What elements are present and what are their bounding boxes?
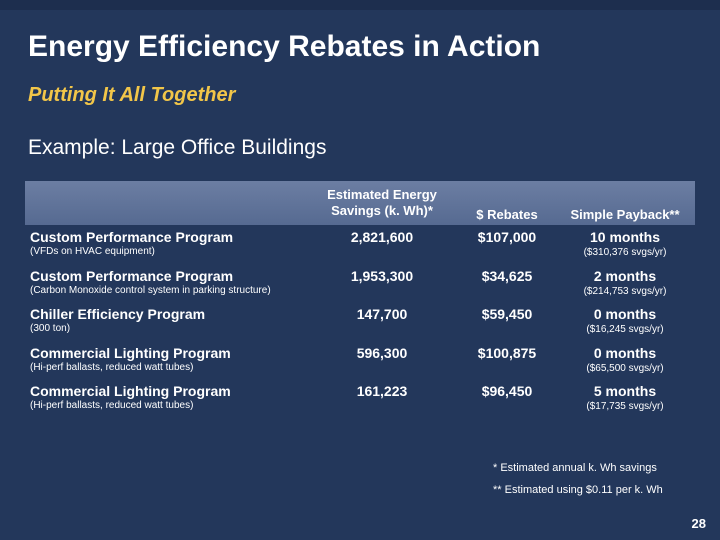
- table-header: Estimated Energy Savings (k. Wh)* $ Reba…: [25, 181, 695, 225]
- annual-savings: ($214,753 svgs/yr): [583, 285, 667, 297]
- header-savings: Estimated Energy Savings (k. Wh)*: [327, 187, 437, 218]
- table-row: Chiller Efficiency Program (300 ton) 147…: [25, 302, 695, 341]
- slide-title: Energy Efficiency Rebates in Action: [28, 30, 541, 63]
- program-name: Custom Performance Program: [30, 229, 234, 245]
- rebates-value: $100,875: [477, 344, 537, 361]
- rebates-value: $59,450: [481, 306, 533, 322]
- savings-value: 161,223: [356, 383, 408, 399]
- header-rebates: $ Rebates: [476, 207, 538, 222]
- rebates-table: Estimated Energy Savings (k. Wh)* $ Reba…: [25, 181, 695, 418]
- footnote-kwh: * Estimated annual k. Wh savings: [493, 462, 657, 474]
- annual-savings: ($65,500 svgs/yr): [586, 362, 664, 374]
- program-detail: (VFDs on HVAC equipment): [30, 246, 155, 257]
- savings-value: 596,300: [356, 344, 408, 361]
- program-detail: (Hi-perf ballasts, reduced watt tubes): [30, 361, 194, 373]
- program-name: Custom Performance Program: [30, 267, 234, 284]
- program-name: Chiller Efficiency Program: [30, 306, 206, 322]
- savings-value: 2,821,600: [350, 229, 414, 245]
- header-payback: Simple Payback**: [570, 207, 680, 222]
- rebates-value: $107,000: [477, 229, 537, 245]
- table-row: Commercial Lighting Program (Hi-perf bal…: [25, 379, 695, 418]
- page-number: 28: [691, 516, 706, 531]
- program-detail: (Carbon Monoxide control system in parki…: [30, 284, 271, 296]
- table-row: Custom Performance Program (VFDs on HVAC…: [25, 225, 695, 264]
- payback-value: 10 months: [589, 229, 660, 245]
- table-row: Commercial Lighting Program (Hi-perf bal…: [25, 341, 695, 380]
- savings-value: 1,953,300: [350, 267, 414, 284]
- payback-value: 0 months: [593, 344, 657, 361]
- payback-value: 5 months: [593, 383, 657, 399]
- slide-subtitle: Putting It All Together: [28, 84, 236, 106]
- rebates-value: $34,625: [481, 267, 533, 284]
- example-heading: Example: Large Office Buildings: [28, 136, 327, 159]
- program-name: Commercial Lighting Program: [30, 383, 231, 399]
- top-bar: [0, 0, 720, 10]
- annual-savings: ($17,735 svgs/yr): [586, 401, 664, 412]
- annual-savings: ($310,376 svgs/yr): [583, 247, 667, 258]
- program-detail: (300 ton): [30, 323, 71, 334]
- savings-value: 147,700: [356, 306, 408, 322]
- rebates-value: $96,450: [481, 383, 533, 399]
- program-detail: (Hi-perf ballasts, reduced watt tubes): [30, 400, 194, 411]
- annual-savings: ($16,245 svgs/yr): [586, 324, 664, 335]
- payback-value: 2 months: [593, 267, 657, 284]
- program-name: Commercial Lighting Program: [30, 344, 231, 361]
- payback-value: 0 months: [593, 306, 657, 322]
- table-row: Custom Performance Program (Carbon Monox…: [25, 264, 695, 303]
- footnote-rate: ** Estimated using $0.11 per k. Wh: [493, 484, 663, 496]
